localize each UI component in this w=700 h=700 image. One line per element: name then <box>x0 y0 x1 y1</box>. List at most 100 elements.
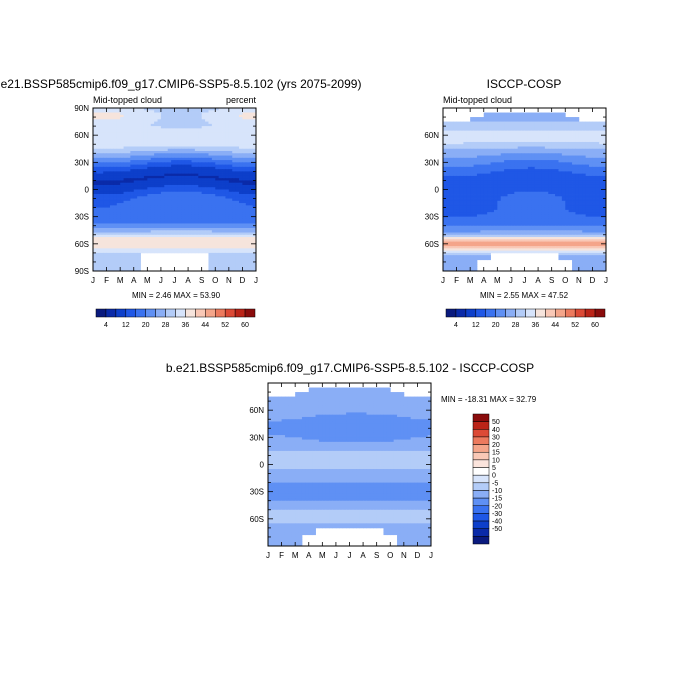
panel-model-cell <box>215 214 220 218</box>
panel-model-cell <box>174 135 179 138</box>
panel-model-cell <box>160 169 165 172</box>
panel-model-cell <box>225 114 230 118</box>
panel-obs-cell <box>544 126 549 129</box>
panel-obs-cell <box>551 160 556 163</box>
panel-obs-cell <box>517 137 522 141</box>
panel-obs-cell <box>476 162 481 165</box>
panel-model-cell <box>249 110 254 113</box>
panel-obs-cell <box>466 189 471 193</box>
panel-model-cell <box>184 121 189 125</box>
panel-obs-cell <box>561 187 566 190</box>
panel-model-cell <box>198 153 203 156</box>
panel-model-cell <box>147 237 152 240</box>
panel-model-cell <box>177 160 182 163</box>
panel-obs-cell <box>527 187 532 190</box>
panel-model-cell <box>201 241 206 245</box>
panel-obs-cell <box>565 139 570 143</box>
panel-model-cell <box>198 162 203 165</box>
panel-obs-cell <box>497 151 502 154</box>
panel-obs-cell <box>551 112 556 116</box>
panel-model-cell <box>177 175 182 179</box>
panel-model-cell <box>126 157 131 161</box>
panel-obs-cell <box>497 171 502 175</box>
panel-obs-cell <box>551 151 556 154</box>
panel-obs-cell <box>558 135 563 138</box>
panel-model-cell <box>103 137 107 141</box>
panel-model-cell <box>99 171 104 175</box>
panel-model-cell <box>120 141 124 145</box>
panel-model-cell <box>120 268 124 272</box>
panel-model-cell <box>93 200 97 204</box>
panel-model-cell <box>126 198 131 202</box>
panel-model-cell <box>215 207 220 211</box>
panel-model-cell <box>194 189 199 193</box>
panel-obs-cell <box>497 178 502 181</box>
panel-obs-cell <box>476 171 481 175</box>
panel-model-cell <box>150 121 155 125</box>
panel-model-cell <box>93 264 97 267</box>
panel-obs-cell <box>599 171 604 175</box>
panel-model-x-tick-label: D <box>240 276 246 285</box>
panel-obs-cell <box>551 162 556 165</box>
panel-obs-cell <box>592 148 597 152</box>
panel-model-cell <box>157 250 162 254</box>
panel-model-cell <box>239 248 243 252</box>
panel-model-cell <box>225 230 230 233</box>
panel-model-cell <box>177 126 182 129</box>
panel-model-cell <box>160 200 165 204</box>
panel-model-cell <box>130 214 135 218</box>
panel-obs-cell <box>602 164 607 168</box>
panel-obs-cell <box>507 112 512 116</box>
panel-obs-cell <box>497 153 502 156</box>
panel-obs-cell <box>500 180 505 184</box>
panel-model-cell <box>228 234 233 238</box>
panel-model-cell <box>201 162 206 165</box>
panel-model-cell <box>106 230 111 233</box>
panel-model-cell <box>177 128 182 132</box>
panel-model-cell <box>157 223 162 227</box>
panel-obs-cell <box>456 151 461 154</box>
panel-model-cell <box>177 248 182 252</box>
panel-model-cell <box>211 221 216 224</box>
panel-obs-cell <box>541 114 546 118</box>
panel-model-cell <box>239 241 243 245</box>
panel-model-cell <box>123 180 128 184</box>
panel-model-cell <box>120 264 124 267</box>
panel-model-cell <box>99 252 104 256</box>
panel-model-cell <box>225 261 230 265</box>
panel-obs-cell <box>578 121 583 125</box>
panel-obs-cell <box>524 130 529 134</box>
panel-obs-cell <box>538 189 542 193</box>
panel-model-cell <box>242 223 247 227</box>
panel-model-cell <box>242 157 247 161</box>
panel-model-cell <box>109 114 114 118</box>
panel-model-cell <box>218 139 223 143</box>
panel-model-cell <box>93 184 97 188</box>
panel-model-cell <box>143 205 148 209</box>
panel-obs-cell <box>602 155 607 159</box>
panel-model-cell <box>181 166 186 170</box>
panel-model-cell <box>174 234 179 238</box>
panel-model-cell <box>252 146 257 150</box>
panel-obs-cell <box>487 157 491 161</box>
panel-obs-cell <box>514 184 519 188</box>
panel-obs-cell <box>476 166 481 170</box>
panel-model-cell <box>198 207 203 211</box>
panel-model-cell <box>164 221 169 224</box>
panel-obs-cell <box>544 119 549 122</box>
panel-model-cell <box>143 153 148 156</box>
panel-obs-cell <box>500 164 505 168</box>
panel-model-cell <box>235 218 240 222</box>
panel-model-cell <box>126 205 131 209</box>
panel-model-cell <box>133 146 138 150</box>
panel-model-cell <box>174 196 179 199</box>
panel-model-cell <box>106 117 111 120</box>
panel-model-cell <box>143 241 148 245</box>
panel-model-cell <box>232 259 237 263</box>
panel-model-cell <box>116 169 121 172</box>
panel-obs-cell <box>459 182 464 186</box>
panel-model-cell <box>154 207 158 211</box>
panel-model-cell <box>133 196 138 199</box>
panel-model-cell <box>215 153 220 156</box>
panel-model-cell <box>116 119 121 122</box>
